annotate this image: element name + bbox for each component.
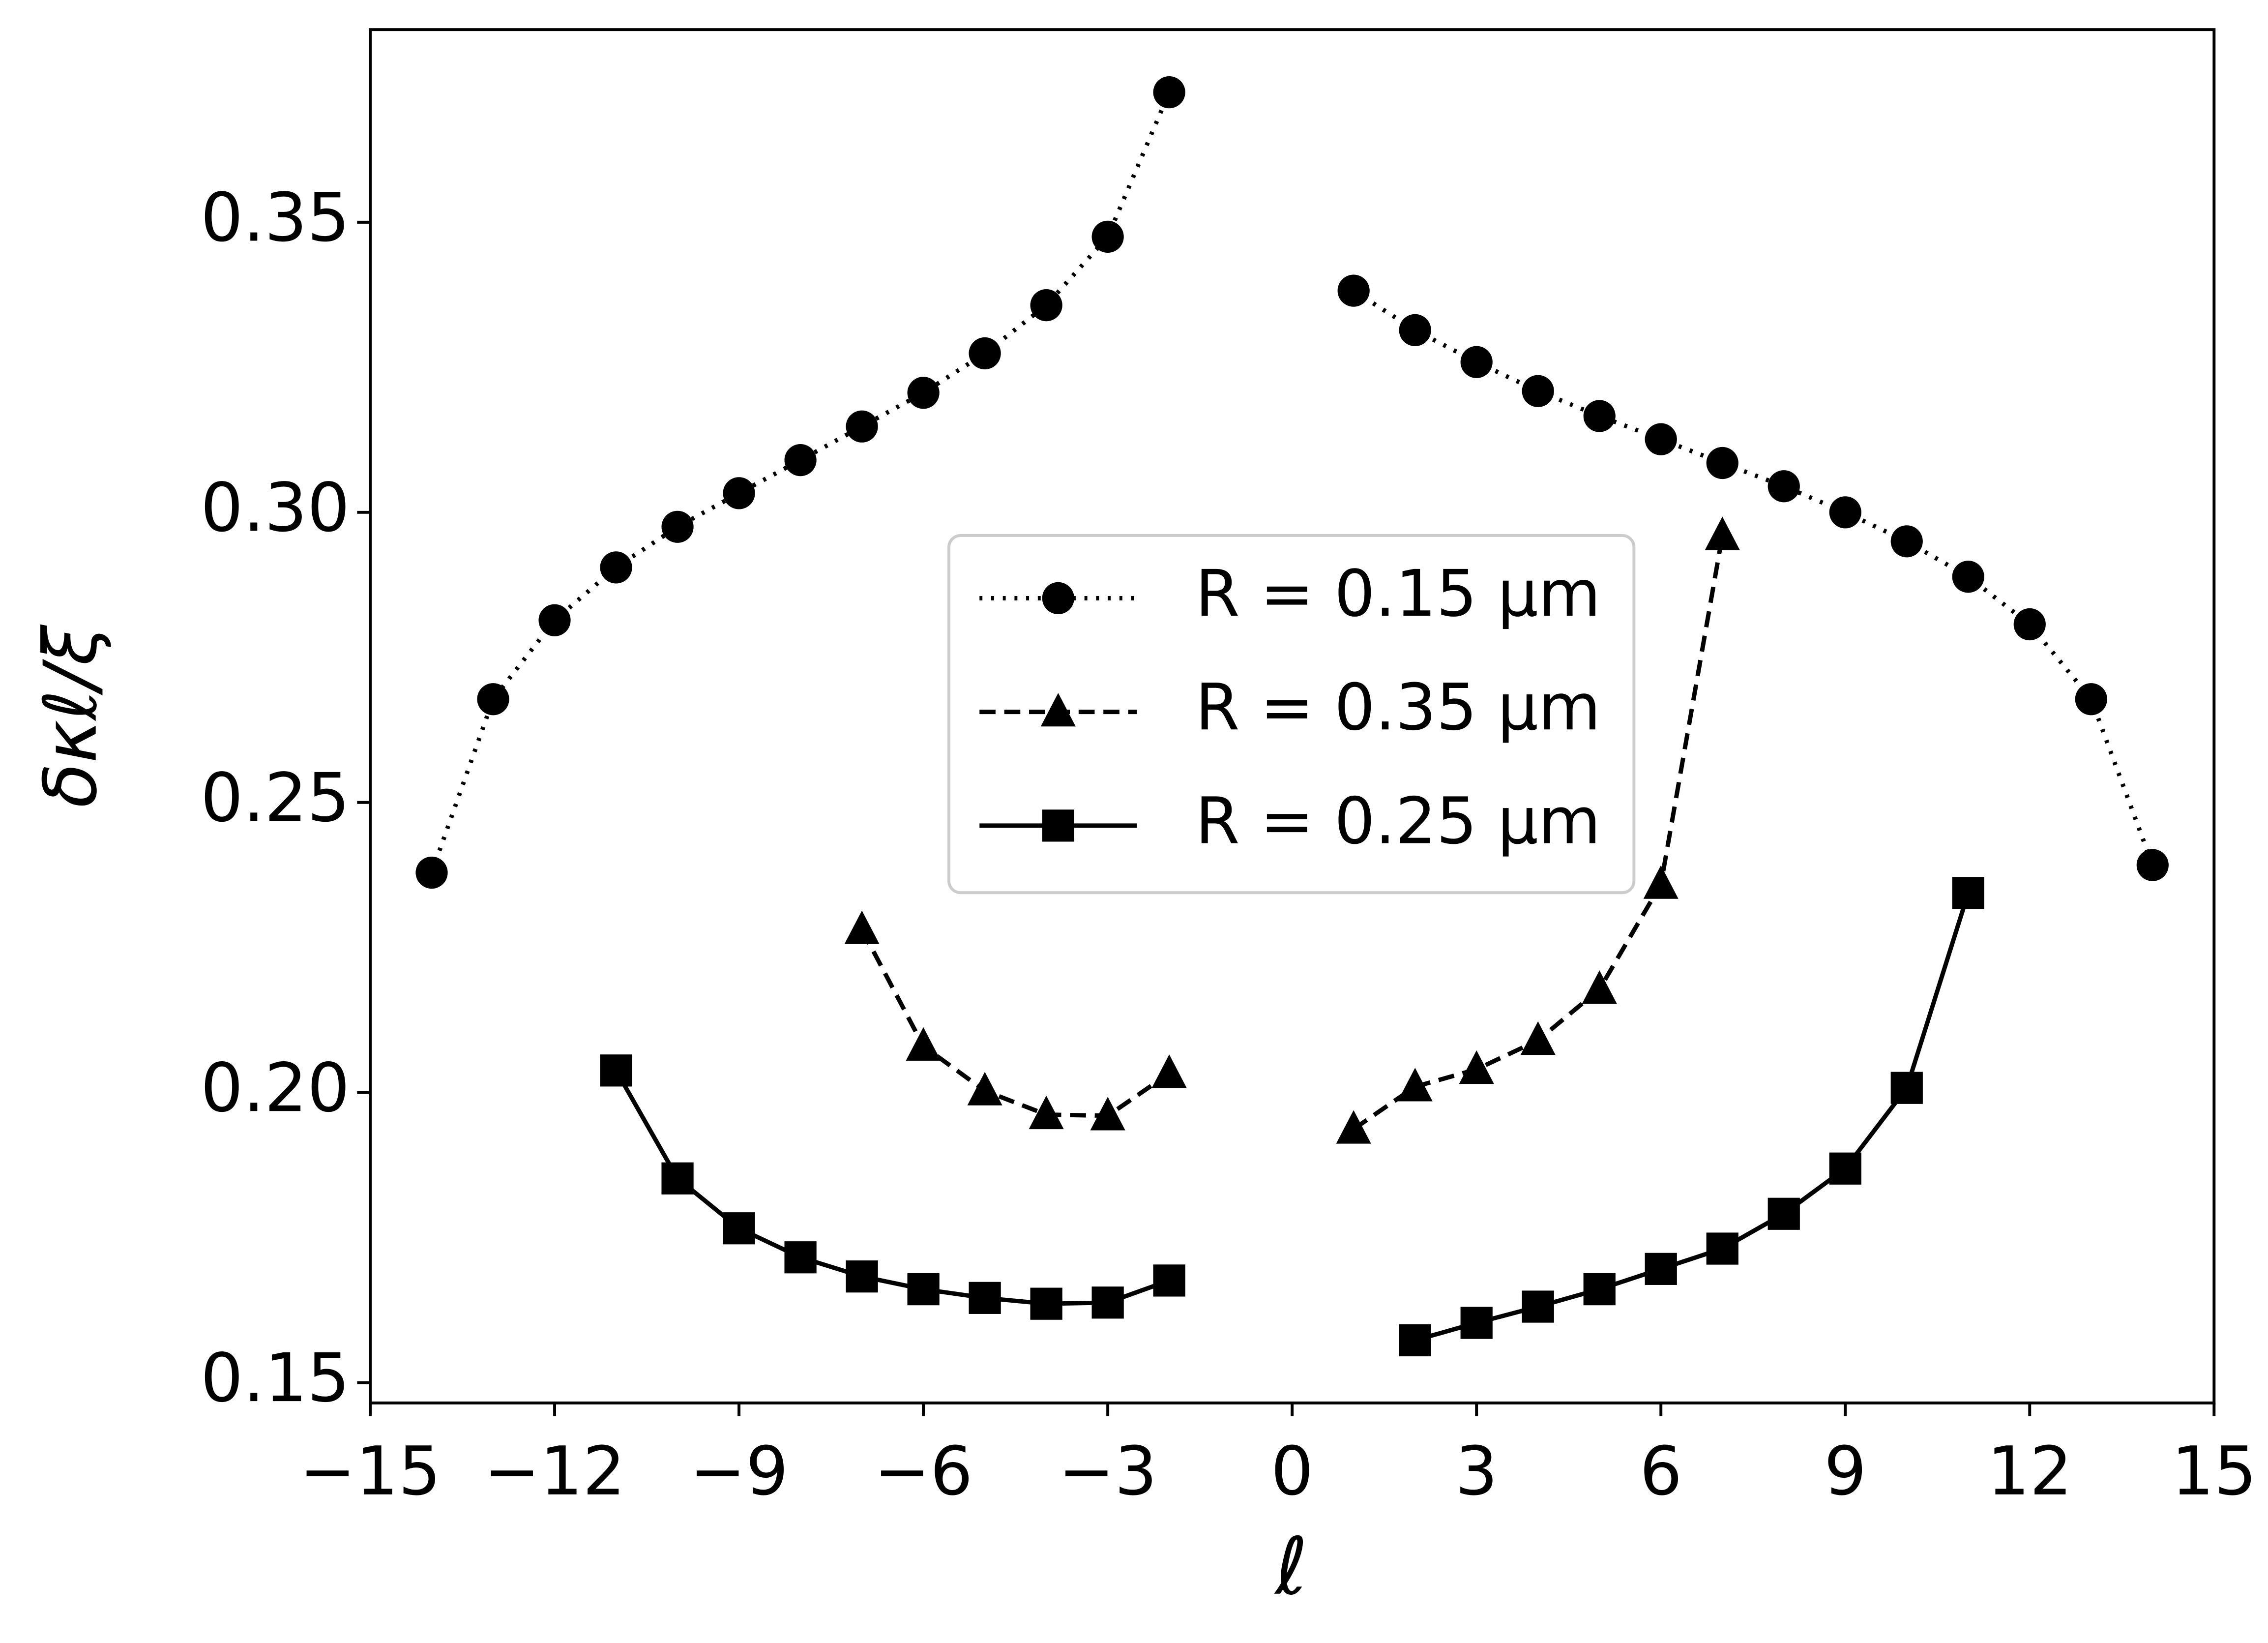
- legend-label: R = 0.25 μm: [1195, 784, 1601, 859]
- x-tick-label: −9: [690, 1433, 789, 1511]
- marker: [2013, 608, 2046, 641]
- marker: [1399, 1324, 1431, 1357]
- marker: [415, 856, 448, 889]
- marker: [907, 377, 940, 409]
- marker: [1336, 1110, 1371, 1144]
- marker: [538, 604, 571, 636]
- series-line: [614, 892, 1971, 1343]
- marker: [1767, 470, 1800, 503]
- marker: [1767, 1197, 1800, 1230]
- x-tick-label: −3: [1059, 1433, 1157, 1511]
- marker: [784, 444, 817, 477]
- y-tick-label: 0.25: [201, 759, 350, 837]
- marker: [1645, 423, 1677, 455]
- x-tick-label: 12: [1987, 1433, 2073, 1511]
- marker: [2136, 849, 2169, 881]
- marker: [1952, 561, 1984, 593]
- y-tick-label: 0.20: [201, 1049, 350, 1127]
- marker: [600, 551, 632, 584]
- x-tick-label: 0: [1271, 1433, 1314, 1511]
- marker: [1522, 375, 1554, 407]
- x-tick-label: 6: [1640, 1433, 1682, 1511]
- y-tick-label: 0.15: [201, 1339, 350, 1417]
- marker: [661, 1162, 694, 1195]
- marker: [846, 410, 878, 443]
- y-axis-label: δκℓ/ξ: [28, 624, 113, 807]
- marker: [1091, 220, 1124, 253]
- marker: [1582, 970, 1617, 1004]
- marker: [1829, 1152, 1861, 1185]
- marker: [600, 1054, 632, 1087]
- marker: [1583, 1273, 1616, 1306]
- marker: [477, 683, 509, 716]
- marker: [846, 1260, 878, 1293]
- marker: [1643, 865, 1679, 899]
- marker: [1829, 496, 1861, 529]
- marker: [906, 1027, 941, 1061]
- marker: [1029, 1095, 1064, 1130]
- marker: [1645, 1253, 1677, 1285]
- marker: [1153, 76, 1185, 109]
- legend-marker: [1040, 693, 1076, 727]
- marker: [661, 510, 694, 543]
- x-tick-label: −6: [874, 1433, 973, 1511]
- marker: [907, 1273, 940, 1306]
- marker: [1522, 1290, 1554, 1323]
- marker: [1520, 1021, 1556, 1055]
- x-tick-label: 15: [2172, 1433, 2257, 1511]
- y-tick-label: 0.30: [201, 469, 350, 547]
- legend-label: R = 0.35 μm: [1195, 670, 1601, 745]
- marker: [1706, 1232, 1738, 1265]
- marker: [1337, 274, 1370, 307]
- x-tick-label: −12: [484, 1433, 625, 1511]
- x-tick-label: −15: [299, 1433, 441, 1511]
- x-tick-label: 3: [1455, 1433, 1498, 1511]
- marker: [1459, 1050, 1494, 1084]
- legend-box: [947, 534, 1636, 895]
- marker: [1460, 346, 1493, 378]
- marker: [1397, 1068, 1433, 1102]
- x-tick-label: 9: [1824, 1433, 1867, 1511]
- marker: [1151, 1054, 1187, 1088]
- x-axis-label: ℓ: [1274, 1521, 1308, 1613]
- marker: [1890, 1072, 1923, 1104]
- marker: [1091, 1286, 1124, 1319]
- legend-marker: [1042, 582, 1074, 615]
- marker: [1705, 516, 1740, 550]
- marker: [1706, 447, 1738, 479]
- marker: [969, 1282, 1001, 1314]
- marker: [1952, 877, 1984, 909]
- marker: [969, 337, 1001, 370]
- y-tick-label: 0.35: [201, 179, 350, 257]
- marker: [2075, 683, 2107, 716]
- marker: [844, 910, 880, 944]
- marker: [1460, 1307, 1493, 1339]
- marker: [723, 477, 755, 509]
- marker: [784, 1241, 817, 1274]
- marker: [1030, 1287, 1062, 1320]
- marker: [1399, 314, 1431, 346]
- legend-marker: [1042, 809, 1074, 842]
- legend-label: R = 0.15 μm: [1195, 556, 1601, 631]
- marker: [723, 1212, 755, 1245]
- marker: [1090, 1097, 1125, 1131]
- marker: [1583, 400, 1616, 432]
- marker: [1890, 525, 1923, 558]
- marker: [967, 1072, 1002, 1105]
- marker: [1153, 1264, 1185, 1297]
- marker: [1030, 289, 1062, 322]
